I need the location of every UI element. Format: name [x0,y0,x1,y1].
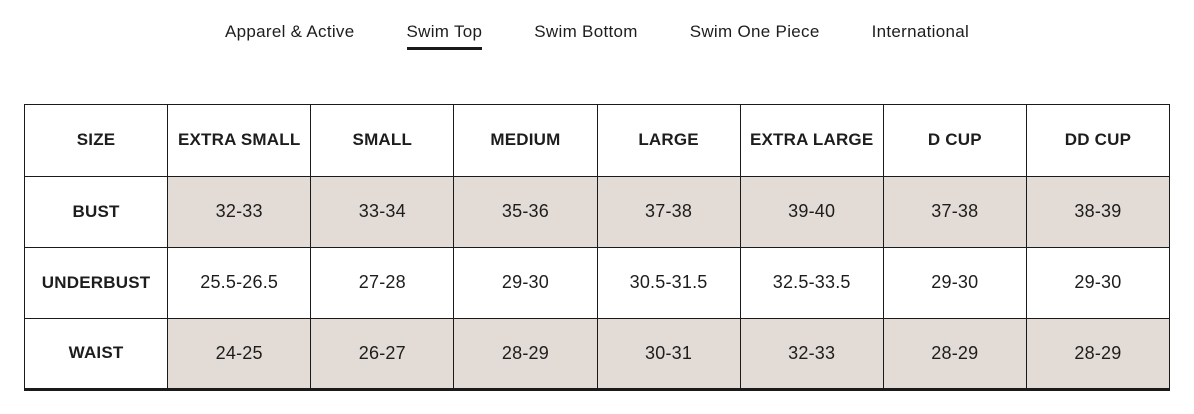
size-chart-container: SIZE EXTRA SMALL SMALL MEDIUM LARGE EXTR… [0,103,1194,391]
tab-swim-bottom[interactable]: Swim Bottom [534,22,638,41]
tab-apparel-active[interactable]: Apparel & Active [224,22,355,41]
tab-international[interactable]: International [871,22,970,41]
size-cell: 33-34 [310,175,455,248]
size-cell: 25.5-26.5 [167,246,312,319]
size-cell: 26-27 [310,317,455,390]
column-header-d-cup: D CUP [882,103,1027,177]
column-header-extra-large: EXTRA LARGE [739,103,884,177]
size-cell: 30.5-31.5 [596,246,741,319]
size-cell: 30-31 [596,317,741,390]
size-chart-category-tabs: Apparel & Active Swim Top Swim Bottom Sw… [0,0,1194,50]
tab-swim-top[interactable]: Swim Top [406,22,483,50]
row-label-waist: WAIST [23,317,169,390]
size-cell: 29-30 [453,246,598,319]
column-header-dd-cup: DD CUP [1025,103,1171,177]
size-cell: 35-36 [453,175,598,248]
size-cell: 29-30 [882,246,1027,319]
row-label-underbust: UNDERBUST [23,246,169,319]
column-header-extra-small: EXTRA SMALL [167,103,312,177]
size-cell: 32.5-33.5 [739,246,884,319]
column-header-small: SMALL [310,103,455,177]
column-header-medium: MEDIUM [453,103,598,177]
size-cell: 29-30 [1025,246,1171,319]
row-label-bust: BUST [23,175,169,248]
table-row-underbust: UNDERBUST 25.5-26.5 27-28 29-30 30.5-31.… [23,246,1171,319]
size-cell: 28-29 [882,317,1027,390]
column-header-size: SIZE [23,103,169,177]
size-chart-table: SIZE EXTRA SMALL SMALL MEDIUM LARGE EXTR… [23,103,1171,391]
size-cell: 24-25 [167,317,312,390]
size-cell: 39-40 [739,175,884,248]
table-row-waist: WAIST 24-25 26-27 28-29 30-31 32-33 28-2… [23,317,1171,390]
size-cell: 38-39 [1025,175,1171,248]
table-row-bust: BUST 32-33 33-34 35-36 37-38 39-40 37-38… [23,175,1171,248]
size-cell: 37-38 [882,175,1027,248]
size-cell: 28-29 [1025,317,1171,390]
size-cell: 28-29 [453,317,598,390]
size-chart-header-row: SIZE EXTRA SMALL SMALL MEDIUM LARGE EXTR… [23,103,1171,177]
tab-swim-one-piece[interactable]: Swim One Piece [689,22,820,41]
size-cell: 32-33 [167,175,312,248]
size-cell: 37-38 [596,175,741,248]
column-header-large: LARGE [596,103,741,177]
size-cell: 32-33 [739,317,884,390]
size-cell: 27-28 [310,246,455,319]
